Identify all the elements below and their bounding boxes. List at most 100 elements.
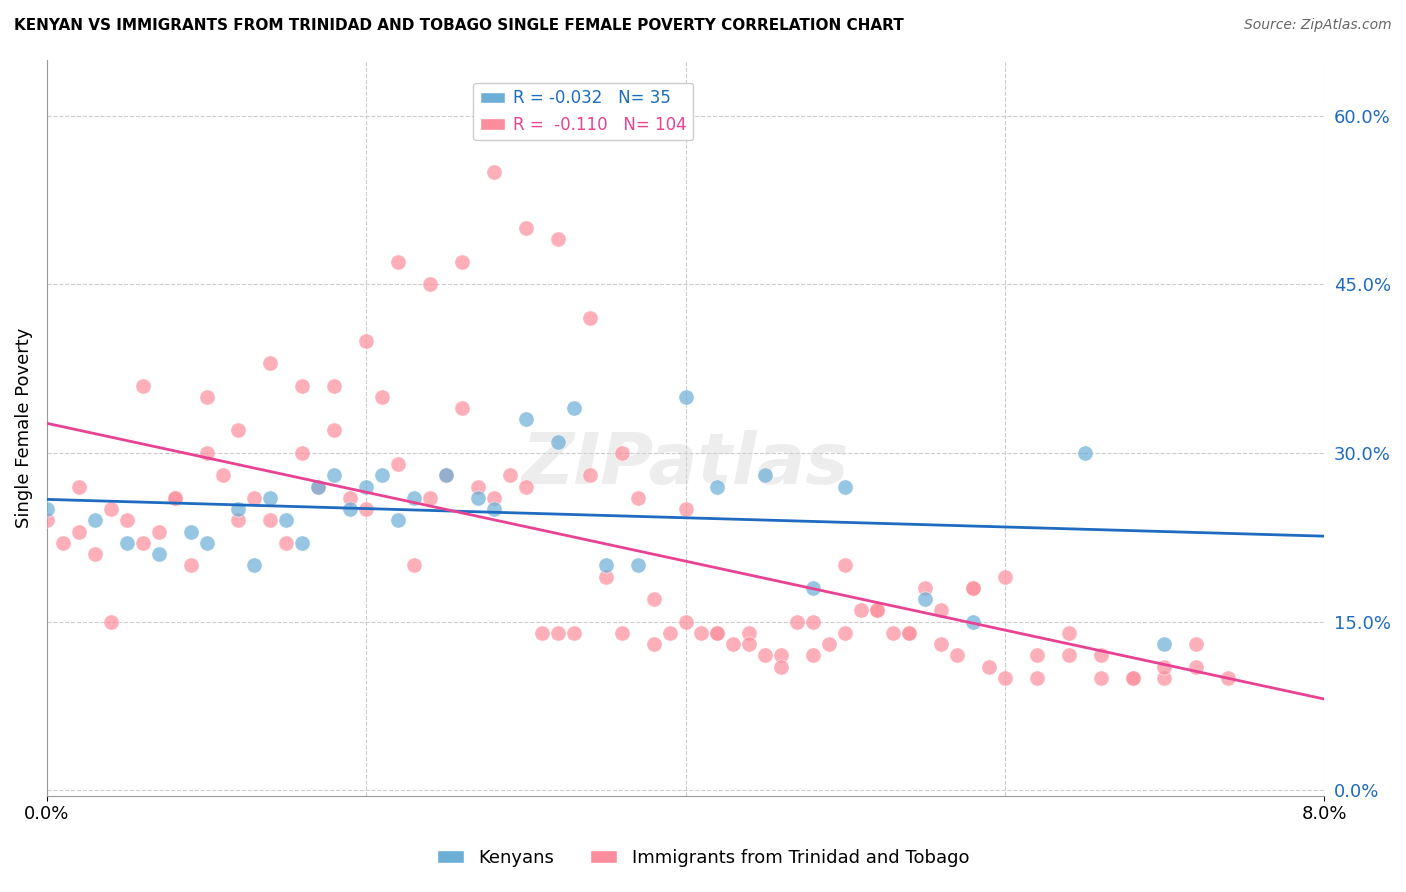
Point [690,625,713,640]
Point [547,625,569,640]
Point [562,625,585,640]
Point [1218,671,1240,685]
Point [1073,446,1095,460]
Point [1122,671,1144,685]
Point [1057,625,1080,640]
Point [67,480,90,494]
Point [35,502,58,516]
Point [898,625,921,640]
Point [849,603,872,617]
Point [882,625,904,640]
Point [228,424,250,438]
Point [52,536,75,550]
Point [195,390,218,404]
Point [515,221,537,235]
Point [898,625,921,640]
Point [578,468,600,483]
Point [1153,671,1175,685]
Point [723,637,745,651]
Point [371,390,394,404]
Point [1185,659,1208,673]
Point [515,412,537,426]
Point [675,502,697,516]
Point [1153,659,1175,673]
Point [211,468,233,483]
Point [115,536,138,550]
Point [83,547,105,561]
Point [962,581,984,595]
Point [482,165,505,179]
Point [291,378,314,392]
Point [706,480,728,494]
Point [530,625,553,640]
Point [801,615,824,629]
Point [675,615,697,629]
Point [658,625,681,640]
Point [434,468,457,483]
Point [834,480,856,494]
Point [243,558,266,573]
Point [1185,637,1208,651]
Point [1122,671,1144,685]
Point [770,648,793,663]
Point [1090,648,1112,663]
Point [180,524,202,539]
Point [706,625,728,640]
Point [467,491,489,505]
Point [834,558,856,573]
Point [434,468,457,483]
Point [339,491,361,505]
Point [706,625,728,640]
Point [770,659,793,673]
Point [866,603,889,617]
Point [482,491,505,505]
Point [994,671,1017,685]
Point [276,536,298,550]
Text: Source: ZipAtlas.com: Source: ZipAtlas.com [1244,18,1392,32]
Point [738,625,761,640]
Point [929,603,952,617]
Point [467,480,489,494]
Point [259,513,281,527]
Point [643,637,665,651]
Point [1153,637,1175,651]
Point [1057,648,1080,663]
Point [451,255,474,269]
Point [914,592,936,607]
Point [610,625,633,640]
Point [866,603,889,617]
Point [354,480,377,494]
Point [404,491,426,505]
Point [259,356,281,370]
Point [610,446,633,460]
Point [977,659,1000,673]
Point [354,334,377,348]
Point [786,615,808,629]
Point [499,468,522,483]
Point [595,558,617,573]
Point [291,536,314,550]
Point [243,491,266,505]
Point [195,446,218,460]
Point [354,502,377,516]
Point [595,569,617,583]
Point [307,480,329,494]
Point [371,468,394,483]
Point [482,502,505,516]
Point [547,232,569,246]
Point [323,424,346,438]
Point [259,491,281,505]
Point [83,513,105,527]
Point [1025,648,1047,663]
Point [643,592,665,607]
Point [419,491,441,505]
Point [818,637,841,651]
Point [131,536,153,550]
Point [180,558,202,573]
Point [228,513,250,527]
Point [578,311,600,326]
Point [627,558,650,573]
Point [754,648,776,663]
Point [738,637,761,651]
Legend: Kenyans, Immigrants from Trinidad and Tobago: Kenyans, Immigrants from Trinidad and To… [429,842,977,874]
